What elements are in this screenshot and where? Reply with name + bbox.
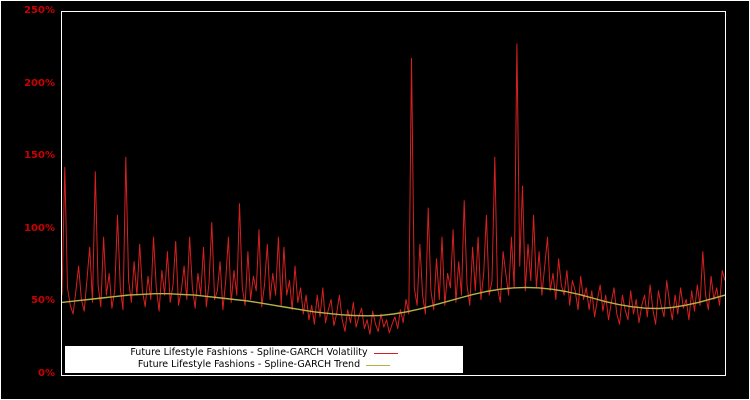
- legend-row: Future Lifestyle Fashions - Spline-GARCH…: [65, 347, 463, 359]
- y-tick-label: 150%: [24, 150, 55, 162]
- y-tick-label: 100%: [24, 222, 55, 234]
- legend-label: Future Lifestyle Fashions - Spline-GARCH…: [130, 347, 368, 358]
- legend-line-sample-icon: [366, 364, 391, 366]
- legend: Future Lifestyle Fashions - Spline-GARCH…: [65, 346, 463, 373]
- legend-label: Future Lifestyle Fashions - Spline-GARCH…: [137, 359, 361, 370]
- legend-row: Future Lifestyle Fashions - Spline-GARCH…: [65, 359, 463, 371]
- y-tick-label: 0%: [38, 368, 55, 379]
- y-tick-label: 200%: [24, 77, 55, 89]
- plot-area: [61, 11, 726, 376]
- legend-line-sample-icon: [373, 352, 398, 354]
- y-tick-label: 50%: [31, 295, 55, 307]
- y-tick-label: 250%: [24, 5, 55, 16]
- trend-line: [62, 286, 725, 317]
- volatility-line: [62, 43, 725, 335]
